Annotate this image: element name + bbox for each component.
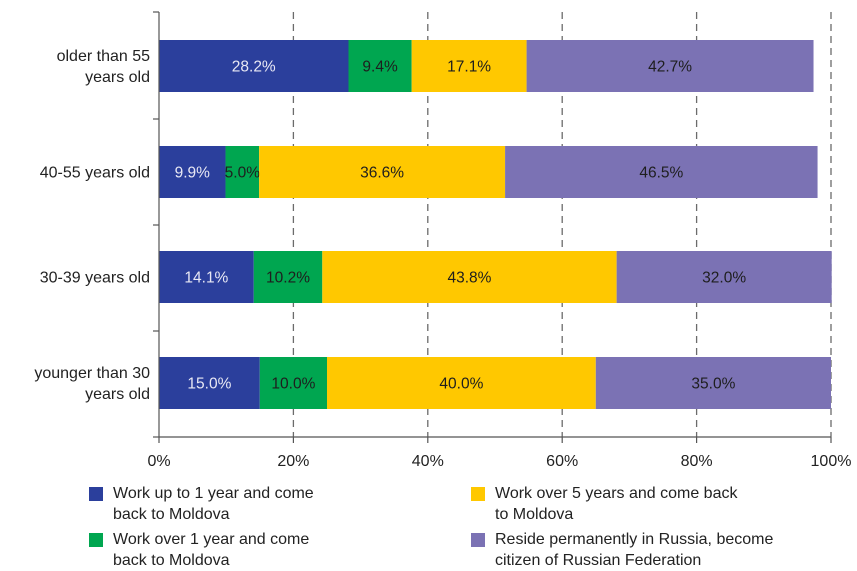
category-label: younger than 30 years old [34, 365, 150, 403]
bar-segment-0-0 [159, 40, 349, 92]
bar-segment-3-3 [595, 357, 831, 409]
category-label: 40-55 years old [40, 165, 150, 182]
bar-value-label: 43.8% [447, 270, 491, 287]
bar-segment-3-2 [327, 357, 596, 409]
x-tick-label: 20% [277, 453, 309, 470]
bar-segment-2-1 [253, 251, 323, 303]
bar-value-label: 36.6% [360, 165, 404, 182]
x-tick-label: 40% [412, 453, 444, 470]
bar-value-label: 42.7% [648, 59, 692, 76]
x-tick-label: 0% [147, 453, 170, 470]
bar-value-label: 28.2% [232, 59, 276, 76]
bar-value-label: 15.0% [187, 376, 231, 393]
bar-value-label: 10.0% [271, 376, 315, 393]
bar-value-label: 46.5% [639, 165, 683, 182]
x-tick-label: 100% [811, 453, 852, 470]
bar-segment-1-2 [259, 146, 506, 198]
bar-value-label: 9.4% [362, 59, 398, 76]
bar-segment-0-1 [348, 40, 412, 92]
bar-segment-1-1 [225, 146, 260, 198]
category-label: older than 55 years old [57, 48, 151, 86]
bar-segment-3-0 [159, 357, 260, 409]
bar-segment-2-3 [616, 251, 832, 303]
bar-value-label: 14.1% [184, 270, 228, 287]
bars: 28.2% 9.4% 17.1% 42.7% 9.9% 5.0% 36.6% 46.5% 14.… [159, 40, 832, 409]
bar-value-label: 17.1% [447, 59, 491, 76]
bar-value-label: 32.0% [702, 270, 746, 287]
bar-value-label: 10.2% [266, 270, 310, 287]
bar-value-label: 35.0% [691, 376, 735, 393]
x-tick-label: 60% [546, 453, 578, 470]
bar-segment-0-3 [526, 40, 814, 92]
bar-value-label: 40.0% [439, 376, 483, 393]
bar-segment-3-1 [259, 357, 327, 409]
bar-segment-2-2 [322, 251, 617, 303]
bar-segment-2-0 [159, 251, 254, 303]
bar-value-label: 5.0% [225, 165, 261, 182]
bar-segment-0-2 [411, 40, 527, 92]
bar-segment-1-0 [159, 146, 226, 198]
bar-value-label: 9.9% [175, 165, 211, 182]
category-label: 30-39 years old [40, 270, 150, 287]
x-tick-label: 80% [681, 453, 713, 470]
bar-segment-1-3 [505, 146, 818, 198]
axes: 0% 20% 40% 60% 80% 100% older than 55 years old… [34, 11, 852, 470]
